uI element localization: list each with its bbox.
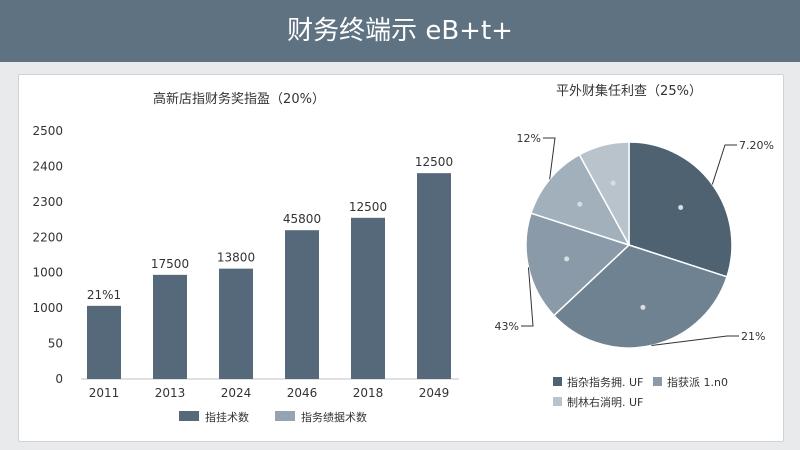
pie-leader-line <box>521 267 534 327</box>
bar-chart: 高新店指财务奖指盈（20%） 2500 2400 2300 2200 1000 1000 5… <box>32 91 459 424</box>
bar-y-tick: 1000 <box>32 301 63 315</box>
dashboard-panel: 高新店指财务奖指盈（20%） 2500 2400 2300 2200 1000 1000 5… <box>18 74 784 442</box>
pie-leader-line <box>543 137 556 180</box>
pie-leader-line <box>651 335 739 347</box>
bar-y-tick: 2300 <box>32 195 63 209</box>
pie-slice-label: 7.20% <box>739 139 774 152</box>
bar-legend-swatch <box>275 411 295 421</box>
pie-slice-dot <box>610 180 616 186</box>
bar-y-tick: 2200 <box>32 230 63 244</box>
bar-y-tick: 0 <box>55 372 63 386</box>
bar-y-axis: 2500 2400 2300 2200 1000 1000 50 0 <box>32 124 63 386</box>
bar-data-label: 13800 <box>217 251 255 265</box>
pie-slice-label: 12% <box>517 132 541 145</box>
bar-data-label: 45800 <box>283 212 321 226</box>
bar <box>153 274 187 379</box>
bar-y-tick: 50 <box>48 337 63 351</box>
bar-legend-swatch <box>179 411 199 421</box>
pie-chart-title: 平外财集任利查（25%） <box>556 83 702 99</box>
pie-slice-dot <box>678 204 684 210</box>
bar-data-label: 21%1 <box>87 288 121 302</box>
pie-labels: 7.20% 21% 43% 12% <box>495 132 774 347</box>
pie-slice-label: 43% <box>495 320 519 333</box>
bar <box>219 268 253 379</box>
pie-legend-label: 指获派 1.n0 <box>667 375 728 389</box>
pie-slice <box>578 141 630 246</box>
bar-x-tick: 2018 <box>353 386 384 400</box>
charts-canvas: 高新店指财务奖指盈（20%） 2500 2400 2300 2200 1000 1000 5… <box>32 83 774 424</box>
bar-data-label: 12500 <box>349 200 387 214</box>
bar-x-tick: 2013 <box>155 386 186 400</box>
bar-chart-title: 高新店指财务奖指盈（20%） <box>153 91 325 107</box>
bar <box>87 305 121 379</box>
bar-x-tick: 2046 <box>287 386 318 400</box>
bar <box>417 173 451 379</box>
pie-slice-dot <box>564 256 570 262</box>
pie-leader-line <box>711 144 737 185</box>
bar-legend-label: 指挂术数 <box>205 410 249 424</box>
pie-legend-label: 制林右淌明. UF <box>567 395 643 409</box>
bar-x-tick: 2024 <box>221 386 252 400</box>
bar <box>351 217 385 379</box>
pie-slice <box>525 212 631 317</box>
bar-legend: 指挂术数 指务绩据术数 <box>179 410 367 424</box>
pie-slice-label: 21% <box>741 330 765 343</box>
bar-data-label: 12500 <box>415 155 453 169</box>
pie-slice <box>552 244 728 349</box>
bar-y-tick: 2500 <box>32 124 63 138</box>
pie-legend-swatch <box>553 397 562 406</box>
page-title: 财务终端示 eB+t+ <box>287 16 513 46</box>
pie-slices <box>525 141 733 349</box>
pie-legend-swatch <box>553 377 562 386</box>
bar-series: 21%1 17500 13800 45800 12500 12500 <box>87 155 453 379</box>
bar-y-tick: 2400 <box>32 159 63 173</box>
bar-x-tick: 2011 <box>89 386 120 400</box>
pie-slice-dot <box>640 304 646 310</box>
pie-slice-dot <box>577 201 583 207</box>
pie-legend: 指杂指务拥. UF 指获派 1.n0 制林右淌明. UF <box>553 375 728 409</box>
bar-x-tick: 2049 <box>419 386 450 400</box>
header-bar: 财务终端示 eB+t+ <box>0 0 800 62</box>
pie-legend-label: 指杂指务拥. UF <box>567 375 643 389</box>
pie-legend-swatch <box>653 377 662 386</box>
bar-x-axis: 2011 2013 2024 2046 2018 2049 <box>89 386 450 400</box>
bar-y-tick: 1000 <box>32 266 63 280</box>
bar-data-label: 17500 <box>151 257 189 271</box>
bar <box>285 230 319 379</box>
pie-chart: 平外财集任利查（25%） 7.20% 21% 43% 12% 指杂指务拥. UF 指获派… <box>495 83 774 409</box>
bar-legend-label: 指务绩据术数 <box>301 410 367 424</box>
